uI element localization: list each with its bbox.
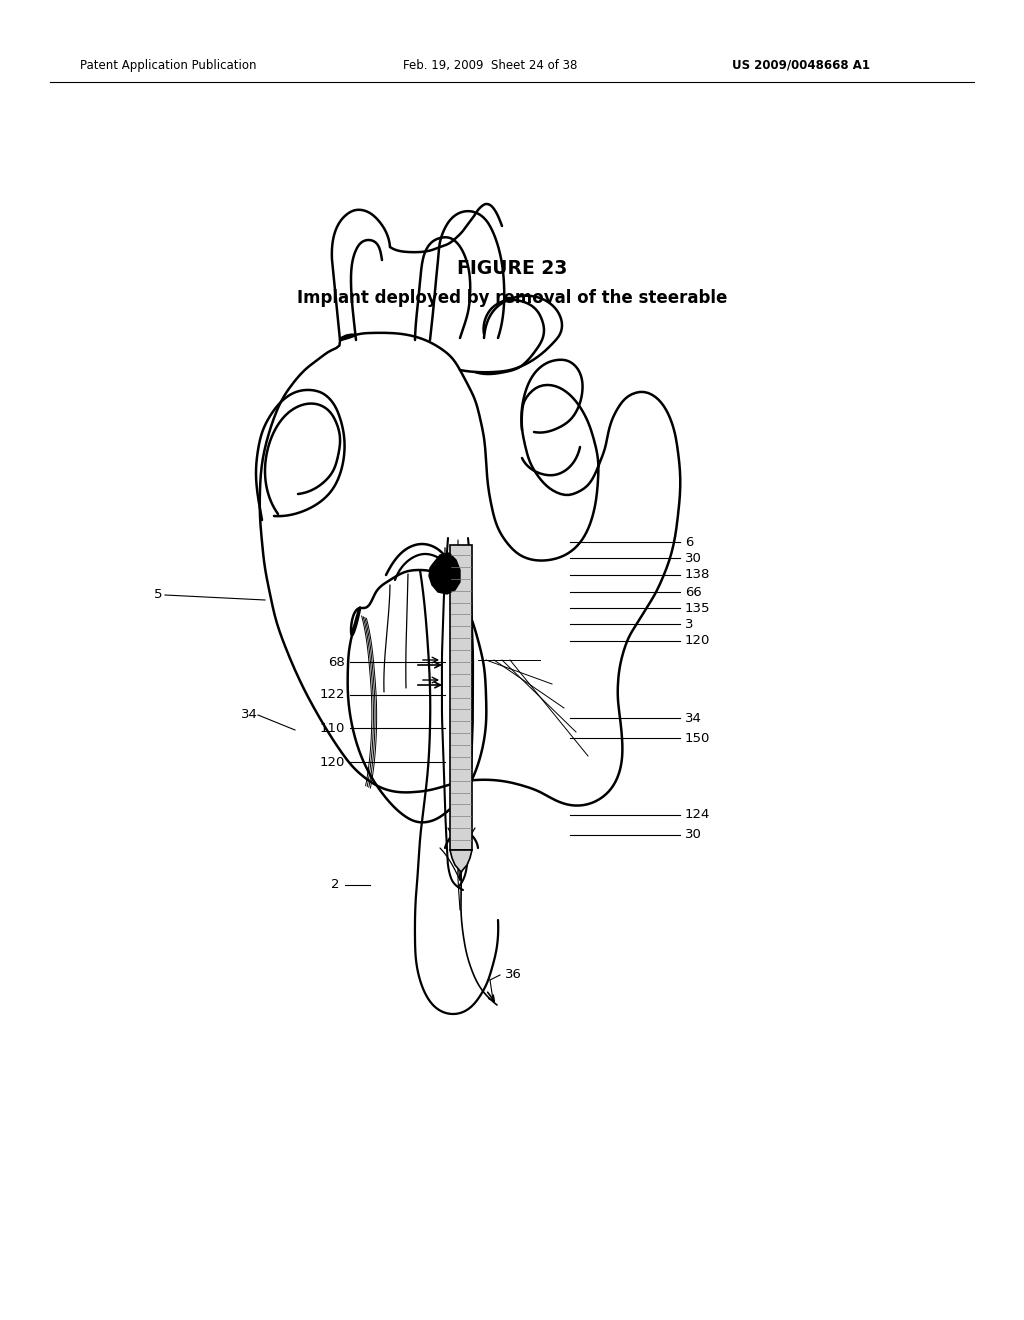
Text: 120: 120	[319, 755, 345, 768]
Text: 110: 110	[319, 722, 345, 734]
Text: US 2009/0048668 A1: US 2009/0048668 A1	[732, 58, 870, 71]
Text: 30: 30	[685, 829, 701, 842]
Text: 36: 36	[505, 969, 522, 982]
Polygon shape	[450, 850, 472, 873]
Text: Feb. 19, 2009  Sheet 24 of 38: Feb. 19, 2009 Sheet 24 of 38	[402, 58, 578, 71]
Polygon shape	[429, 553, 460, 594]
Text: 135: 135	[685, 602, 711, 615]
Text: 3: 3	[685, 618, 693, 631]
Text: 34: 34	[241, 709, 258, 722]
FancyBboxPatch shape	[450, 545, 472, 850]
Text: 120: 120	[685, 635, 711, 648]
Text: 30: 30	[685, 552, 701, 565]
Text: FIGURE 23: FIGURE 23	[457, 259, 567, 277]
Text: 2: 2	[332, 879, 340, 891]
Text: 122: 122	[319, 689, 345, 701]
Text: 34: 34	[685, 711, 701, 725]
Text: 68: 68	[329, 656, 345, 668]
Text: Patent Application Publication: Patent Application Publication	[80, 58, 256, 71]
Text: Implant deployed by removal of the steerable: Implant deployed by removal of the steer…	[297, 289, 727, 308]
Text: 5: 5	[154, 589, 162, 602]
Text: 124: 124	[685, 808, 711, 821]
Text: 66: 66	[685, 586, 701, 598]
Text: 138: 138	[685, 569, 711, 582]
Text: 150: 150	[685, 731, 711, 744]
Text: 6: 6	[685, 536, 693, 549]
